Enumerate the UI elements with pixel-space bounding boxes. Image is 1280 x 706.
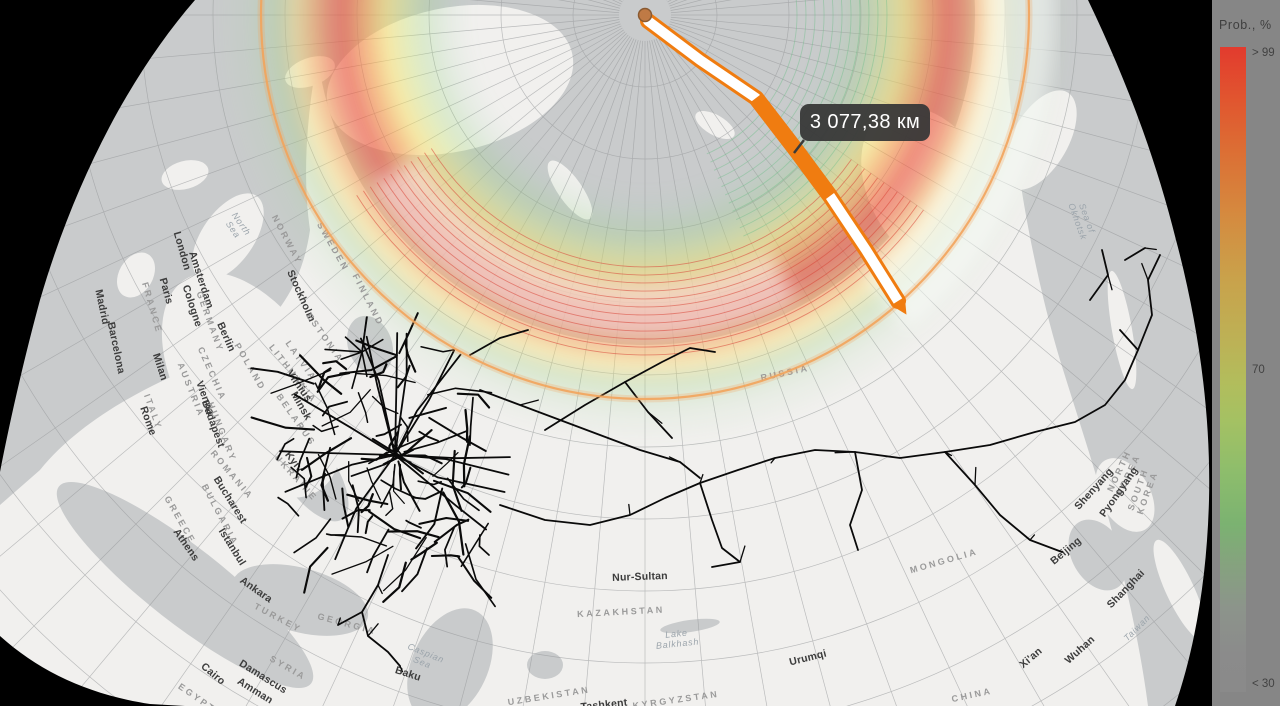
legend-mid-label: 70: [1252, 364, 1265, 376]
measurement-arrow[interactable]: [891, 296, 913, 319]
scandinavia: [161, 272, 343, 498]
measurement-line-border: [640, 13, 906, 309]
japan: [1153, 539, 1207, 641]
great-britain: [192, 193, 264, 281]
ireland: [117, 252, 155, 298]
legend-min-label: < 30: [1252, 678, 1275, 690]
pole-marker[interactable]: [637, 7, 653, 23]
legend-title: Prob., %: [1219, 18, 1272, 32]
sakhalin: [1107, 270, 1137, 390]
mediterranean-sea: [56, 482, 314, 688]
railway-network-layer: [250, 247, 1161, 673]
probability-legend: Prob., % > 99 70 < 30: [1212, 0, 1280, 706]
lake-balkhash: [660, 618, 720, 634]
distance-value: 3 077,38 км: [809, 111, 921, 133]
caspian-sea: [407, 608, 493, 706]
black-sea: [231, 564, 369, 636]
distance-circle-glow: [257, 0, 1033, 403]
measurement-line-core: [643, 16, 903, 306]
measurement-line[interactable]: [640, 13, 913, 319]
aurora-contour-lines: [356, 0, 924, 356]
aral-sea: [527, 651, 563, 679]
legend-max-label: > 99: [1252, 47, 1275, 59]
aurora-fog: [371, 0, 1055, 338]
distance-tooltip: 3 077,38 км: [800, 104, 930, 141]
distance-circle: [260, 0, 1030, 400]
legend-color-bar: [1220, 47, 1246, 692]
iceland: [161, 160, 209, 190]
